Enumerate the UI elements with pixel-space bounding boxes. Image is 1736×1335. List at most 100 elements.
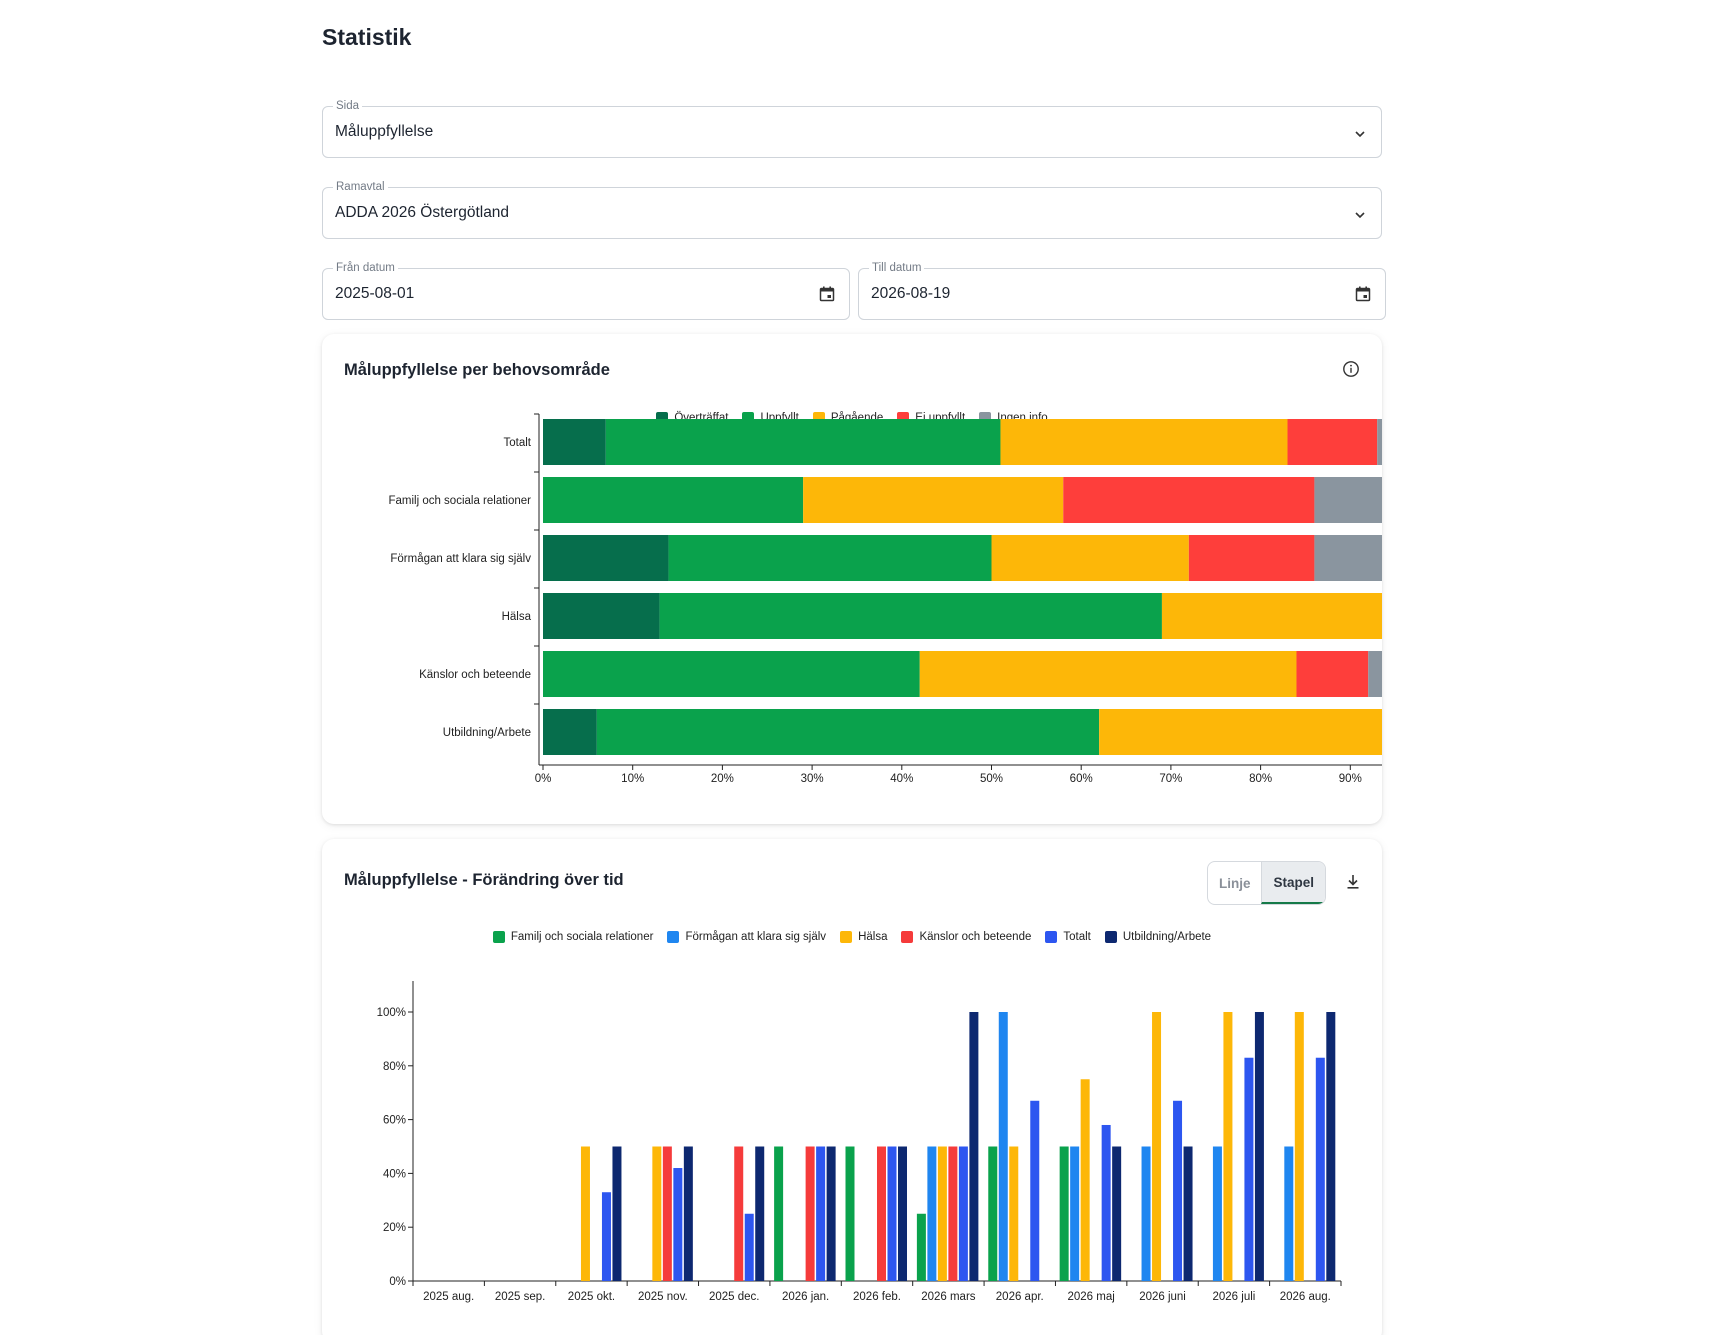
bar-segment[interactable]: [1287, 419, 1378, 465]
bar[interactable]: [1183, 1146, 1193, 1282]
info-circle-icon[interactable]: [1342, 360, 1360, 378]
legend-item[interactable]: Känslor och beteende: [901, 931, 1031, 943]
bar-segment[interactable]: [991, 535, 1189, 581]
y-tick-label: Familj och sociala relationer: [388, 495, 531, 507]
bar[interactable]: [1030, 1100, 1040, 1281]
x-tick-label: 20%: [711, 773, 734, 785]
legend-item[interactable]: Hälsa: [840, 931, 887, 943]
download-icon[interactable]: [1344, 873, 1362, 891]
chevron-down-icon: [1355, 212, 1365, 219]
bar-segment[interactable]: [1188, 535, 1315, 581]
bar-segment[interactable]: [596, 709, 1100, 755]
bar[interactable]: [1101, 1124, 1111, 1281]
bar[interactable]: [1326, 1012, 1336, 1281]
bar[interactable]: [612, 1146, 622, 1282]
bar[interactable]: [1254, 1012, 1264, 1281]
legend-item[interactable]: Förmågan att klara sig själv: [667, 931, 826, 943]
x-tick-label: 2025 nov.: [638, 1291, 688, 1303]
bar-segment[interactable]: [543, 477, 804, 523]
bar[interactable]: [969, 1012, 979, 1281]
bar-segment[interactable]: [1368, 651, 1382, 697]
bar-segment[interactable]: [1099, 709, 1382, 755]
bar[interactable]: [1173, 1100, 1183, 1281]
bar[interactable]: [1152, 1012, 1162, 1281]
bar[interactable]: [1284, 1146, 1294, 1282]
bar[interactable]: [652, 1146, 662, 1282]
y-tick-label: Utbildning/Arbete: [443, 727, 531, 739]
bar[interactable]: [805, 1146, 815, 1282]
bar-segment[interactable]: [668, 535, 992, 581]
to-date-field[interactable]: Till datum 2026-08-19: [858, 261, 1386, 320]
bar[interactable]: [927, 1146, 937, 1282]
bar[interactable]: [816, 1146, 826, 1282]
bar-segment[interactable]: [1314, 477, 1382, 523]
x-tick-label: 2026 jan.: [782, 1291, 829, 1303]
bar[interactable]: [937, 1146, 947, 1282]
bar[interactable]: [755, 1146, 765, 1282]
bar-segment[interactable]: [1377, 419, 1382, 465]
legend-item[interactable]: Familj och sociala relationer: [492, 931, 653, 943]
bar[interactable]: [1141, 1146, 1151, 1282]
y-tick-label: 20%: [383, 1222, 406, 1234]
bar[interactable]: [916, 1213, 926, 1281]
y-tick-label: 60%: [383, 1115, 406, 1127]
calendar-icon[interactable]: [1353, 284, 1373, 304]
bar[interactable]: [826, 1146, 836, 1282]
bar[interactable]: [673, 1168, 683, 1281]
bar[interactable]: [601, 1192, 611, 1281]
bar[interactable]: [662, 1146, 672, 1282]
bar[interactable]: [734, 1146, 744, 1282]
bar[interactable]: [887, 1146, 897, 1282]
bar-segment[interactable]: [1296, 651, 1369, 697]
page-title: Statistik: [322, 24, 412, 50]
bar[interactable]: [1244, 1057, 1254, 1281]
bar[interactable]: [1080, 1079, 1090, 1281]
x-tick-label: 0%: [535, 773, 552, 785]
bar[interactable]: [1315, 1057, 1325, 1281]
bar-segment[interactable]: [1063, 477, 1315, 523]
chevron-down-icon: [1355, 131, 1365, 138]
bar-segment[interactable]: [543, 593, 660, 639]
bar-segment[interactable]: [543, 535, 669, 581]
y-tick-label: 100%: [377, 1007, 406, 1019]
chart-type-toggle[interactable]: Linje Stapel: [1206, 861, 1326, 905]
calendar-icon[interactable]: [817, 284, 837, 304]
bar[interactable]: [774, 1146, 784, 1282]
x-tick-label: 2026 aug.: [1280, 1291, 1331, 1303]
bar[interactable]: [1223, 1012, 1233, 1281]
bar[interactable]: [988, 1146, 998, 1282]
bar[interactable]: [1212, 1146, 1222, 1282]
bar[interactable]: [948, 1146, 958, 1282]
bar[interactable]: [744, 1213, 754, 1281]
bar-segment[interactable]: [1000, 419, 1288, 465]
bar[interactable]: [1294, 1012, 1304, 1281]
bar-segment[interactable]: [1161, 593, 1382, 639]
bar[interactable]: [898, 1146, 907, 1282]
bar[interactable]: [845, 1146, 855, 1282]
bar[interactable]: [998, 1012, 1008, 1281]
bar-segment[interactable]: [659, 593, 1162, 639]
bar[interactable]: [1070, 1146, 1080, 1282]
bar-segment[interactable]: [919, 651, 1297, 697]
bar-segment[interactable]: [543, 419, 606, 465]
toggle-line-button[interactable]: Linje: [1218, 875, 1251, 891]
from-date-field[interactable]: Från datum 2025-08-01: [322, 261, 850, 320]
bar-segment[interactable]: [803, 477, 1064, 523]
bar[interactable]: [1112, 1146, 1122, 1282]
bar[interactable]: [1009, 1146, 1019, 1282]
toggle-bar-button[interactable]: Stapel: [1261, 862, 1325, 904]
bar-segment[interactable]: [543, 709, 597, 755]
legend-item[interactable]: Totalt: [1045, 931, 1091, 943]
bar[interactable]: [580, 1146, 590, 1282]
legend-item[interactable]: Utbildning/Arbete: [1104, 931, 1211, 943]
bar-segment[interactable]: [543, 651, 920, 697]
bar[interactable]: [1059, 1146, 1069, 1282]
agreement-select[interactable]: Ramavtal ADDA 2026 Östergötland: [322, 180, 1382, 239]
page-select[interactable]: Sida Måluppfyllelse: [322, 99, 1382, 158]
bar-segment[interactable]: [605, 419, 1001, 465]
bar[interactable]: [683, 1146, 693, 1282]
y-tick-label: 0%: [389, 1276, 406, 1288]
bar[interactable]: [877, 1146, 886, 1282]
bar[interactable]: [958, 1146, 968, 1282]
bar-segment[interactable]: [1314, 535, 1382, 581]
